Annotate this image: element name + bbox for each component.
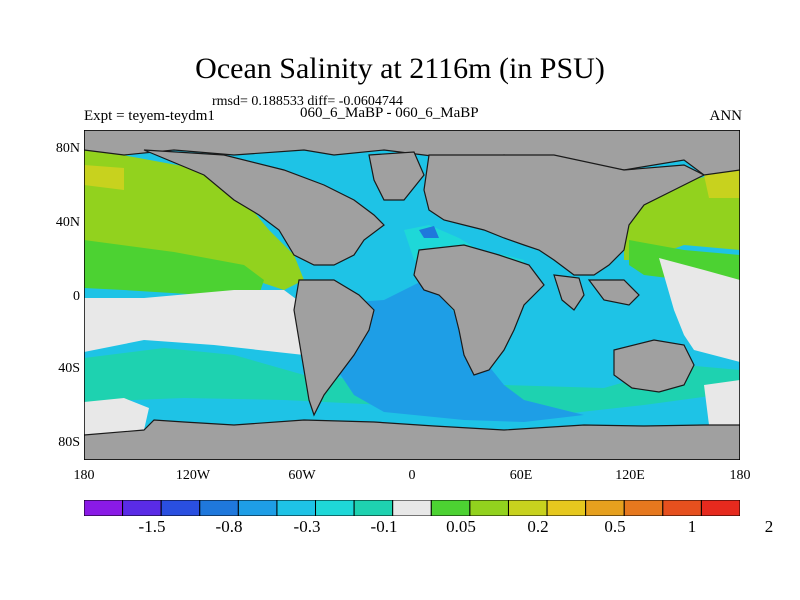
- season-label: ANN: [709, 108, 743, 124]
- antarctic-neutral-east: [704, 380, 740, 425]
- antarctica: [84, 419, 740, 460]
- pacific-yellow-patch-east: [704, 170, 740, 198]
- colorbar-label: 0.05: [446, 517, 476, 536]
- lon-label-60e: 60E: [509, 468, 533, 483]
- colorbar: [84, 500, 740, 516]
- lon-label-60w: 60W: [288, 468, 316, 483]
- stats-label: rmsd= 0.188533 diff= -0.0604744: [212, 94, 403, 109]
- australia: [613, 339, 695, 393]
- mediterranean-low-patch: [419, 226, 439, 238]
- lon-label-180-west: 180: [73, 468, 95, 483]
- colorbar-label: 0.5: [604, 517, 626, 536]
- colorbar-label: 2: [764, 517, 774, 536]
- colorbar-swatch: [84, 500, 124, 516]
- colorbar-label: 0.2: [527, 517, 549, 536]
- colorbar-swatch: [160, 500, 201, 516]
- lat-label-80s: 80S: [58, 435, 80, 450]
- colorbar-label: -0.1: [370, 517, 398, 536]
- india: [553, 274, 585, 311]
- lat-label-40n: 40N: [55, 215, 80, 230]
- colorbar-swatch: [315, 500, 355, 516]
- south-america: [293, 279, 375, 417]
- colorbar-label: -0.8: [215, 517, 243, 536]
- colorbar-swatch: [430, 500, 471, 516]
- greenland: [368, 151, 425, 201]
- salinity-map: [84, 130, 740, 460]
- colorbar-swatch: [199, 500, 239, 516]
- colorbar-swatch: [662, 500, 702, 516]
- colorbar-swatch: [507, 500, 548, 516]
- colorbar-swatch: [546, 500, 587, 516]
- africa: [413, 244, 545, 376]
- colorbar-swatch: [700, 500, 740, 516]
- colorbar-swatch: [392, 500, 432, 516]
- lon-label-180-east: 180: [729, 468, 751, 483]
- colorbar-swatch: [469, 500, 509, 516]
- south-pacific-neutral-east: [659, 258, 740, 362]
- colorbar-label: 1: [687, 517, 697, 536]
- lon-label-120w: 120W: [175, 468, 211, 483]
- chart-title: Ocean Salinity at 2116m (in PSU): [195, 52, 605, 85]
- colorbar-label: -0.3: [293, 517, 321, 536]
- antarctic-neutral-west: [84, 398, 149, 435]
- north-america: [143, 149, 385, 266]
- colorbar-label: -1.5: [138, 517, 166, 536]
- eurasia: [423, 154, 706, 276]
- colorbar-swatch: [122, 500, 162, 516]
- lon-label-120e: 120E: [615, 468, 645, 483]
- lat-label-0: 0: [73, 289, 80, 304]
- comparison-label: 060_6_MaBP - 060_6_MaBP: [300, 105, 479, 121]
- lon-label-0: 0: [408, 468, 416, 483]
- lat-label-40s: 40S: [58, 361, 80, 376]
- land-masses: [84, 130, 740, 460]
- colorbar-swatch: [585, 500, 625, 516]
- southern-ocean-green-band: [84, 348, 740, 415]
- experiment-label: Expt = teyem-teydm1: [84, 108, 215, 124]
- colorbar-swatch: [276, 500, 317, 516]
- southeast-asia: [587, 279, 640, 306]
- south-pacific-neutral-west: [84, 290, 304, 355]
- pacific-yellow-patch-west: [84, 165, 124, 190]
- colorbar-swatch: [237, 500, 278, 516]
- colorbar-swatch: [353, 500, 394, 516]
- lat-label-80n: 80N: [55, 141, 80, 156]
- colorbar-swatch: [623, 500, 664, 516]
- pacific-green-band-west: [84, 240, 264, 295]
- atlantic-indian-blue-zone: [319, 280, 584, 422]
